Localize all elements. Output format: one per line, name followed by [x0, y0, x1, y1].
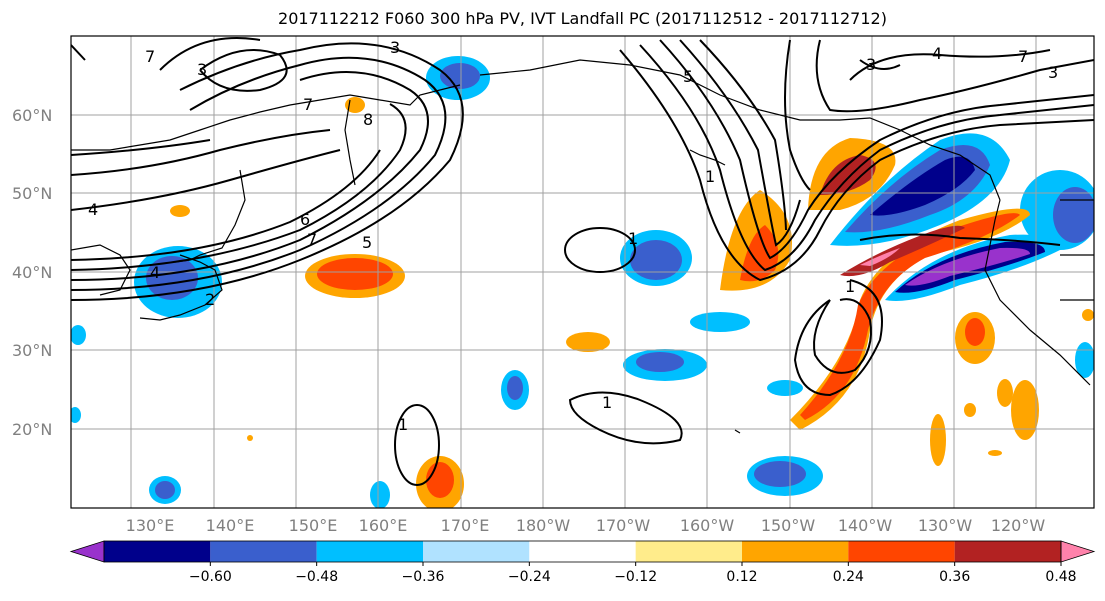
- contour-label-2: 2: [205, 290, 215, 309]
- contour-label-3c: 3: [866, 55, 876, 74]
- contour-label-1d: 1: [705, 167, 715, 186]
- lon-label-140e: 140°E: [206, 516, 255, 535]
- contour-label-1c: 1: [398, 415, 408, 434]
- pv-contour-labels: 1 1 1 1 1 2 3 3 3 3 4 4 4 5 5 6 7 7 7 7 …: [88, 38, 1058, 434]
- colorbar-tick-label: −0.60: [189, 569, 232, 585]
- colorbar: [69, 540, 1096, 563]
- contour-label-5: 5: [362, 233, 372, 252]
- lat-label-30: 30°N: [12, 341, 52, 360]
- lon-label-130w: 130°W: [918, 516, 973, 535]
- lon-label-160e: 160°E: [359, 516, 408, 535]
- lon-label-160w: 160°W: [680, 516, 735, 535]
- contour-label-5b: 5: [683, 67, 693, 86]
- longitude-labels: 130°E 140°E 150°E 160°E 170°E 180°W 170°…: [126, 516, 1046, 535]
- colorbar-tick-label: −0.36: [402, 569, 445, 585]
- colorbar-tick-label: 0.36: [939, 569, 970, 585]
- lat-label-20: 20°N: [12, 420, 52, 439]
- contour-label-7: 7: [307, 230, 317, 249]
- colorbar-extend-min: [69, 540, 105, 563]
- lon-label-150e: 150°E: [289, 516, 338, 535]
- contour-label-1: 1: [628, 229, 638, 248]
- map-title: 2017112212 F060 300 hPa PV, IVT Landfall…: [278, 9, 887, 28]
- contour-label-7c: 7: [303, 95, 313, 114]
- lon-label-120w: 120°W: [991, 516, 1046, 535]
- colorbar-segment: [954, 541, 1061, 562]
- colorbar-segment: [423, 541, 530, 562]
- contour-label-7b: 7: [145, 47, 155, 66]
- contour-label-3: 3: [197, 60, 207, 79]
- colorbar-segment: [635, 541, 742, 562]
- pv-contours: [71, 37, 1094, 486]
- contour-label-8: 8: [363, 110, 373, 129]
- colorbar-tick-label: 0.48: [1045, 569, 1076, 585]
- contour-label-3b: 3: [390, 38, 400, 57]
- lon-label-130e: 130°E: [126, 516, 175, 535]
- contour-label-3d: 3: [1048, 63, 1058, 82]
- colorbar-tick-label: −0.48: [295, 569, 338, 585]
- colorbar-tick-label: 0.24: [833, 569, 864, 585]
- lat-label-40: 40°N: [12, 263, 52, 282]
- lon-label-170e: 170°E: [441, 516, 490, 535]
- colorbar-segment: [104, 541, 211, 562]
- colorbar-tick-label: −0.12: [614, 569, 657, 585]
- lon-label-180w: 180°W: [516, 516, 571, 535]
- colorbar-extend-max: [1060, 540, 1096, 563]
- contour-label-4: 4: [88, 200, 98, 219]
- colorbar-segment: [210, 541, 317, 562]
- colorbar-tick-label: 0.12: [726, 569, 757, 585]
- colorbar-frame: [103, 540, 1062, 563]
- contour-label-4b: 4: [150, 263, 160, 282]
- map-frame: [70, 35, 1095, 509]
- lat-label-50: 50°N: [12, 184, 52, 203]
- lon-label-170w: 170°W: [596, 516, 651, 535]
- colorbar-tick-label: −0.24: [508, 569, 551, 585]
- lon-label-150w: 150°W: [761, 516, 816, 535]
- colorbar-segment: [742, 541, 849, 562]
- lat-label-60: 60°N: [12, 106, 52, 125]
- colorbar-labels: −0.60 −0.48 −0.36 −0.24 −0.12 0.12 0.24 0.36 0.4…: [189, 562, 1077, 585]
- colorbar-segment: [529, 541, 636, 562]
- colorbar-segment: [316, 541, 423, 562]
- map-field: 1 1 1 1 1 2 3 3 3 3 4 4 4 5 5 6 7 7 7 7 …: [71, 36, 1094, 508]
- contour-label-4c: 4: [932, 44, 942, 63]
- lon-label-140w: 140°W: [838, 516, 893, 535]
- graticule: [71, 36, 1094, 508]
- latitude-labels: 60°N 50°N 40°N 30°N 20°N: [12, 106, 52, 439]
- contour-label-1b: 1: [602, 393, 612, 412]
- colorbar-segment: [848, 541, 955, 562]
- contour-label-6: 6: [300, 210, 310, 229]
- contour-label-7d: 7: [1018, 47, 1028, 66]
- contour-label-1e: 1: [845, 277, 855, 296]
